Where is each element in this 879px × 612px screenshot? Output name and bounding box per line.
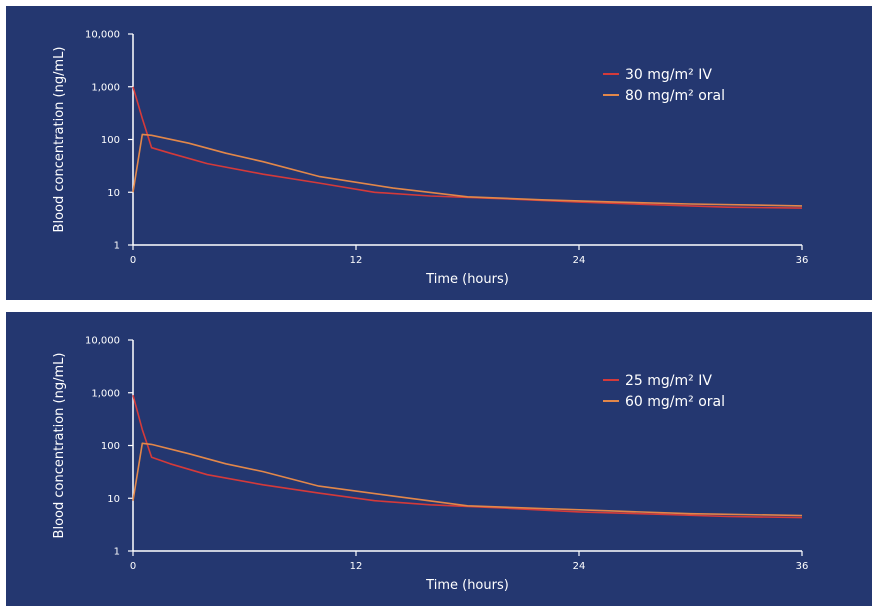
y-tick-label: 10,000 xyxy=(85,336,120,347)
x-tick-label: 0 xyxy=(130,561,136,572)
legend-label: 30 mg/m² IV xyxy=(625,67,712,83)
y-tick-label: 10 xyxy=(107,494,120,505)
y-tick-label: 1,000 xyxy=(91,82,120,93)
series-line-iv xyxy=(132,394,803,519)
y-tick-label: 1 xyxy=(114,547,120,558)
y-tick-label: 10 xyxy=(107,188,120,199)
series-line-iv xyxy=(132,86,803,209)
chart-panel-bottom: 1 10 100 1,000 10,000 0 12 24 36 Time (hours) Bloo… xyxy=(6,312,872,606)
x-tick-label: 24 xyxy=(573,561,586,572)
y-axis-title: Blood concentration (ng/mL) xyxy=(52,47,67,233)
x-axis-title: Time (hours) xyxy=(425,578,509,593)
y-tick-label: 100 xyxy=(101,441,120,452)
y-axis-title: Blood concentration (ng/mL) xyxy=(52,353,67,539)
x-tick-label: 36 xyxy=(796,561,809,572)
series-line-oral xyxy=(132,442,803,517)
y-tick-label: 10,000 xyxy=(85,30,120,41)
legend-label: 80 mg/m² oral xyxy=(625,88,725,104)
chart-bottom: 1 10 100 1,000 10,000 0 12 24 36 Time (hours) Bloo… xyxy=(52,336,809,594)
chart-panel-top: 1 10 100 1,000 10,000 0 12 24 36 Time (hours) Bloo… xyxy=(6,6,872,300)
y-tick-label: 1 xyxy=(114,241,120,252)
legend-label: 25 mg/m² IV xyxy=(625,373,712,389)
chart-top: 1 10 100 1,000 10,000 0 12 24 36 Time (hours) Bloo… xyxy=(52,30,809,288)
x-tick-label: 12 xyxy=(350,561,363,572)
y-tick-label: 100 xyxy=(101,135,120,146)
series-line-oral xyxy=(132,133,803,207)
x-tick-label: 24 xyxy=(573,255,586,266)
legend-label: 60 mg/m² oral xyxy=(625,394,725,410)
x-tick-label: 0 xyxy=(130,255,136,266)
y-tick-label: 1,000 xyxy=(91,388,120,399)
x-axis-title: Time (hours) xyxy=(425,272,509,287)
x-tick-label: 36 xyxy=(796,255,809,266)
x-tick-label: 12 xyxy=(350,255,363,266)
